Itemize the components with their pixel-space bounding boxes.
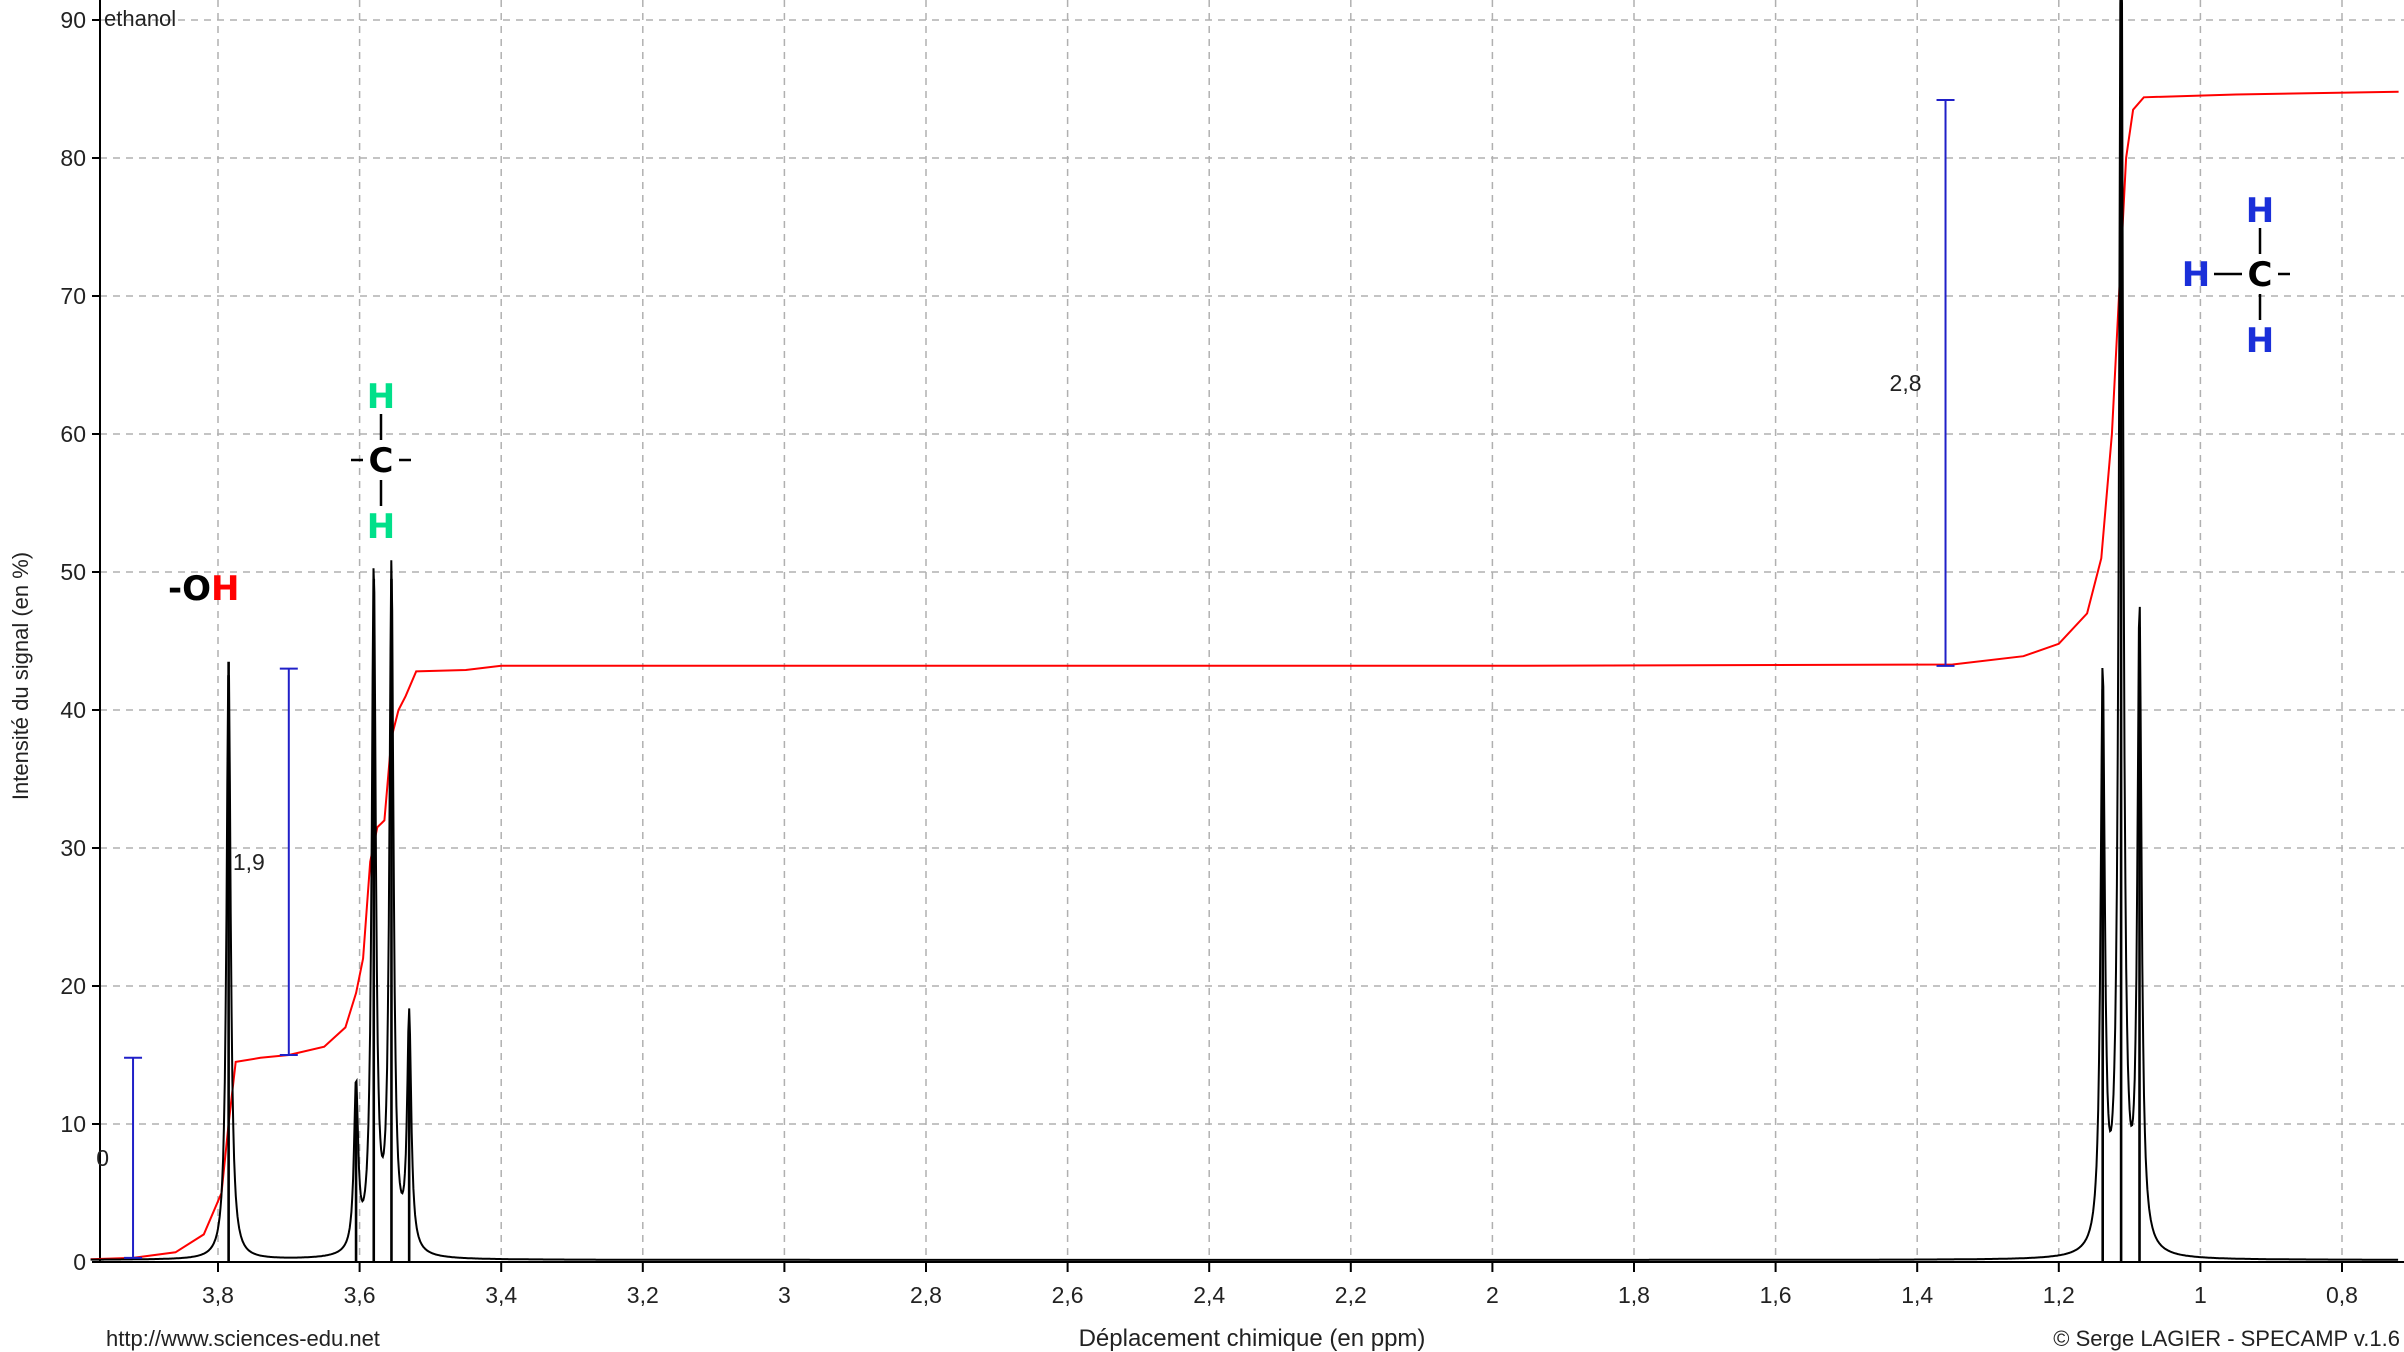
ch2-hydrogen-bottom: H xyxy=(367,507,395,547)
x-tick-label: 1,2 xyxy=(2043,1282,2075,1308)
x-axis-label: Déplacement chimique (en ppm) xyxy=(1079,1325,1426,1352)
x-tick-label: 1,8 xyxy=(1618,1282,1650,1308)
footer-credit: © Serge LAGIER - SPECAMP v.1.6 xyxy=(2053,1326,2400,1351)
oh-group-part: H xyxy=(211,569,239,609)
ch3-hydrogen-left: H xyxy=(2182,255,2210,295)
x-axis-ticks: 3,8 3,6 3,4 3,2 3 2,8 2,6 2,4 2,2 2 1,8 1,6 1,4 1,2 1 0… xyxy=(202,1262,2358,1308)
x-tick-label: 2 xyxy=(1486,1282,1499,1308)
x-tick-label: 3 xyxy=(778,1282,791,1308)
integration-line xyxy=(90,90,2399,1261)
x-tick-label: 3,2 xyxy=(627,1282,659,1308)
ch3-hydrogen-bottom: H xyxy=(2246,321,2274,361)
ch2-hydrogen-top: H xyxy=(367,377,395,417)
chart-title: ethanol xyxy=(104,6,176,31)
y-tick-label: 20 xyxy=(60,973,86,999)
x-tick-label: 2,4 xyxy=(1193,1282,1225,1308)
y-tick-label: 30 xyxy=(60,835,86,861)
y-tick-label: 0 xyxy=(73,1249,86,1275)
x-tick-label: 3,8 xyxy=(202,1282,234,1308)
y-tick-label: 10 xyxy=(60,1111,86,1137)
grid xyxy=(100,0,2404,1262)
x-tick-label: 2,2 xyxy=(1335,1282,1367,1308)
integration-marks: 0 1,9 2,8 xyxy=(96,99,1955,1259)
x-tick-label: 2,8 xyxy=(910,1282,942,1308)
footer-url: http://www.sciences-edu.net xyxy=(106,1326,380,1351)
y-tick-label: 70 xyxy=(60,283,86,309)
x-tick-label: 1,6 xyxy=(1760,1282,1792,1308)
spectrum-line xyxy=(90,0,2399,1261)
ch2-carbon: C xyxy=(369,441,394,481)
x-tick-label: 3,6 xyxy=(344,1282,376,1308)
integration-label: 2,8 xyxy=(1890,370,1922,396)
y-tick-label: 90 xyxy=(60,7,86,33)
y-tick-label: 60 xyxy=(60,421,86,447)
x-tick-label: 0,8 xyxy=(2326,1282,2358,1308)
y-tick-label: 50 xyxy=(60,559,86,585)
x-tick-label: 1 xyxy=(2194,1282,2207,1308)
x-tick-label: 3,4 xyxy=(485,1282,517,1308)
y-axis-label: Intensité du signal (en %) xyxy=(8,552,33,800)
spectrum-trace xyxy=(90,0,2399,1262)
oh-group-part: O xyxy=(182,569,211,609)
oh-group-part: - xyxy=(168,569,182,609)
x-tick-label: 2,6 xyxy=(1052,1282,1084,1308)
y-axis-ticks: 0 10 20 30 40 50 60 70 80 90 xyxy=(60,7,100,1275)
y-tick-label: 40 xyxy=(60,697,86,723)
integration-curve xyxy=(90,90,2399,1261)
oh-group-label: -OH xyxy=(168,569,240,609)
plot-border xyxy=(99,0,2404,1263)
ch3-hydrogen-top: H xyxy=(2246,191,2274,231)
y-tick-label: 80 xyxy=(60,145,86,171)
integration-label: 1,9 xyxy=(233,849,265,875)
ch3-carbon: C xyxy=(2248,255,2273,295)
integration-label: 0 xyxy=(96,1145,109,1171)
x-tick-label: 1,4 xyxy=(1901,1282,1933,1308)
